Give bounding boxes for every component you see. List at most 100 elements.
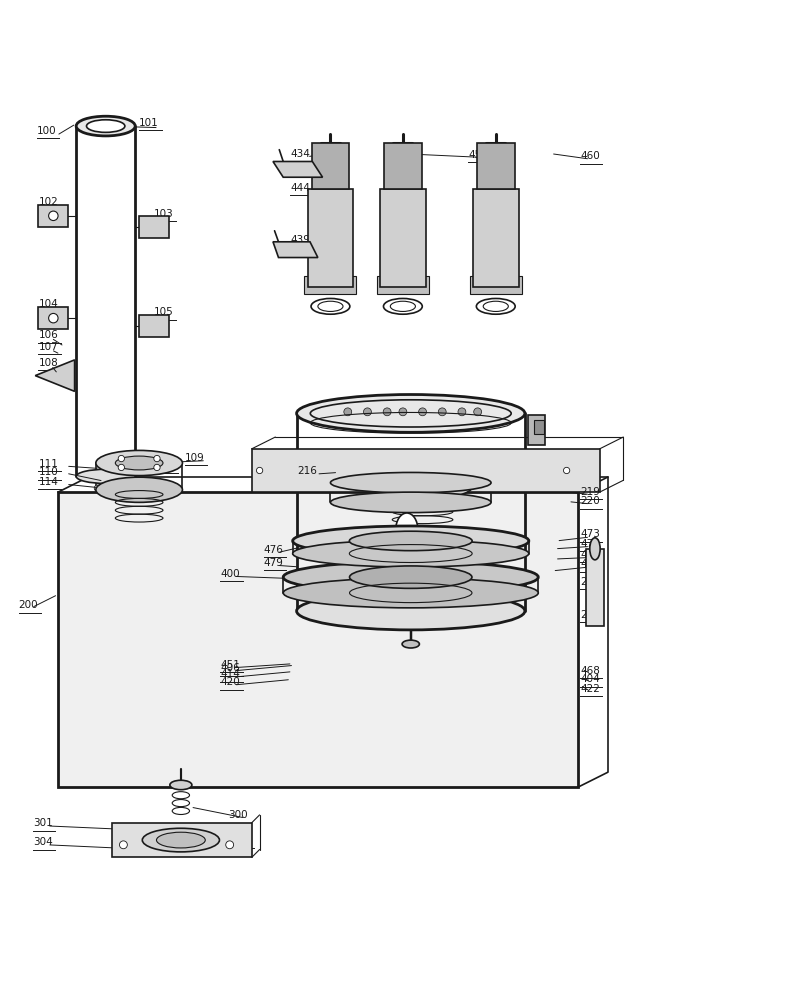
- Circle shape: [399, 408, 407, 416]
- Circle shape: [118, 464, 125, 471]
- Text: 114: 114: [39, 477, 58, 487]
- Ellipse shape: [330, 472, 491, 493]
- Text: 220: 220: [580, 496, 600, 506]
- Polygon shape: [273, 242, 318, 258]
- Text: 214: 214: [580, 610, 600, 620]
- FancyBboxPatch shape: [377, 276, 429, 294]
- FancyBboxPatch shape: [470, 276, 521, 294]
- Circle shape: [551, 485, 557, 491]
- Circle shape: [344, 408, 352, 416]
- Circle shape: [118, 455, 125, 462]
- Text: 112: 112: [156, 461, 175, 471]
- Text: 475: 475: [580, 539, 600, 549]
- Ellipse shape: [96, 450, 182, 476]
- FancyBboxPatch shape: [39, 307, 68, 329]
- Text: 105: 105: [153, 307, 173, 317]
- Circle shape: [165, 485, 171, 491]
- Text: 473: 473: [580, 529, 600, 539]
- Ellipse shape: [373, 474, 472, 499]
- Ellipse shape: [96, 477, 182, 502]
- Ellipse shape: [156, 832, 205, 848]
- Text: 109: 109: [185, 453, 205, 463]
- Text: 422: 422: [580, 684, 600, 694]
- FancyBboxPatch shape: [304, 276, 356, 294]
- FancyBboxPatch shape: [111, 823, 252, 857]
- Text: 304: 304: [33, 837, 53, 847]
- Text: 103: 103: [153, 209, 173, 219]
- Ellipse shape: [76, 469, 135, 483]
- Text: 468: 468: [580, 666, 600, 676]
- Circle shape: [154, 464, 160, 471]
- Ellipse shape: [330, 492, 491, 513]
- FancyBboxPatch shape: [477, 143, 514, 189]
- Circle shape: [119, 841, 127, 849]
- Text: 479: 479: [264, 558, 284, 568]
- Circle shape: [257, 467, 263, 474]
- Ellipse shape: [296, 592, 525, 630]
- Text: 451: 451: [220, 660, 240, 670]
- Ellipse shape: [349, 531, 472, 551]
- Text: 305: 305: [232, 836, 252, 846]
- FancyBboxPatch shape: [307, 189, 353, 287]
- Text: 101: 101: [139, 118, 159, 128]
- Text: 400: 400: [220, 569, 240, 579]
- FancyBboxPatch shape: [585, 549, 604, 626]
- Ellipse shape: [396, 513, 418, 546]
- Text: 439: 439: [290, 235, 310, 245]
- Text: 107: 107: [39, 342, 58, 352]
- FancyBboxPatch shape: [139, 315, 169, 337]
- Text: 108: 108: [39, 358, 58, 368]
- Circle shape: [438, 408, 446, 416]
- Text: 100: 100: [37, 126, 56, 136]
- FancyBboxPatch shape: [380, 189, 426, 287]
- Circle shape: [474, 408, 482, 416]
- Text: 420: 420: [220, 677, 240, 687]
- Ellipse shape: [76, 116, 135, 136]
- FancyBboxPatch shape: [252, 449, 600, 492]
- Text: 216: 216: [297, 466, 318, 476]
- Circle shape: [154, 455, 160, 462]
- Ellipse shape: [292, 526, 529, 556]
- Text: 102: 102: [39, 197, 58, 207]
- Ellipse shape: [170, 780, 192, 790]
- Ellipse shape: [402, 640, 419, 648]
- Polygon shape: [36, 360, 74, 391]
- Text: 213: 213: [580, 577, 600, 587]
- Circle shape: [363, 408, 371, 416]
- Ellipse shape: [283, 578, 538, 608]
- FancyBboxPatch shape: [39, 205, 68, 227]
- Ellipse shape: [292, 540, 529, 567]
- Text: 200: 200: [19, 600, 39, 610]
- FancyBboxPatch shape: [311, 143, 349, 189]
- Polygon shape: [273, 161, 322, 177]
- Circle shape: [488, 485, 495, 491]
- FancyBboxPatch shape: [384, 143, 422, 189]
- Circle shape: [458, 408, 466, 416]
- FancyBboxPatch shape: [534, 420, 544, 434]
- Circle shape: [94, 485, 100, 491]
- Ellipse shape: [115, 456, 163, 470]
- Ellipse shape: [142, 828, 220, 852]
- Text: 104: 104: [39, 299, 58, 309]
- FancyBboxPatch shape: [473, 189, 518, 287]
- Ellipse shape: [296, 395, 525, 432]
- Text: 219: 219: [580, 487, 600, 497]
- Circle shape: [49, 313, 58, 323]
- Text: 452: 452: [468, 150, 488, 160]
- FancyBboxPatch shape: [139, 216, 169, 238]
- Circle shape: [49, 211, 58, 221]
- Text: 406: 406: [220, 663, 240, 673]
- Text: 300: 300: [228, 810, 248, 820]
- FancyBboxPatch shape: [528, 415, 545, 445]
- Ellipse shape: [283, 561, 538, 593]
- Text: 481: 481: [580, 559, 600, 569]
- Text: 301: 301: [33, 818, 53, 828]
- Text: 444: 444: [290, 183, 310, 193]
- Circle shape: [226, 841, 234, 849]
- Ellipse shape: [87, 120, 125, 132]
- Text: 478: 478: [580, 550, 600, 560]
- Text: 434: 434: [290, 149, 310, 159]
- Text: 460: 460: [580, 151, 600, 161]
- FancyBboxPatch shape: [58, 492, 577, 787]
- Ellipse shape: [590, 538, 600, 560]
